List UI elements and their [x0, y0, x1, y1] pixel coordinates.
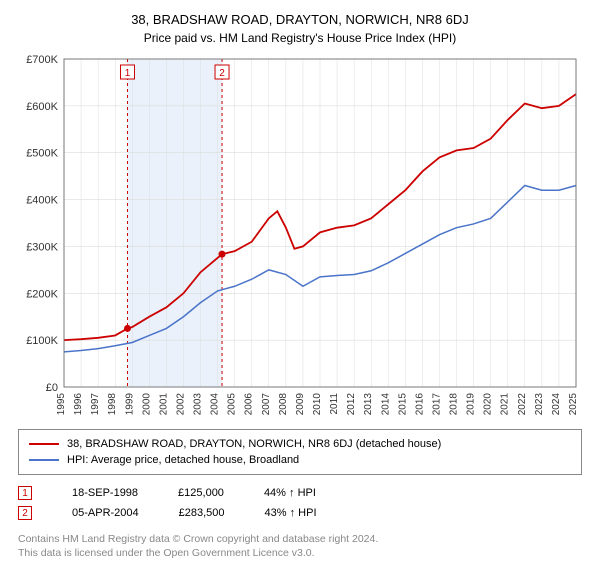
- svg-text:2009: 2009: [295, 393, 306, 416]
- svg-text:2005: 2005: [227, 393, 238, 416]
- sale-row: 2 05-APR-2004 £283,500 43% ↑ HPI: [18, 503, 582, 523]
- sale-hpi: 44% ↑ HPI: [264, 487, 316, 499]
- svg-text:2007: 2007: [261, 393, 272, 416]
- chart-title: 38, BRADSHAW ROAD, DRAYTON, NORWICH, NR8…: [18, 12, 582, 27]
- sale-marker: 1: [18, 486, 32, 500]
- svg-text:2001: 2001: [158, 393, 169, 416]
- sale-hpi: 43% ↑ HPI: [265, 507, 317, 519]
- chart-subtitle: Price paid vs. HM Land Registry's House …: [18, 31, 582, 45]
- svg-text:2019: 2019: [466, 393, 477, 416]
- sale-date: 05-APR-2004: [72, 507, 139, 519]
- svg-text:1998: 1998: [107, 393, 118, 416]
- svg-text:2022: 2022: [517, 393, 528, 416]
- svg-text:2012: 2012: [346, 393, 357, 416]
- sale-marker: 2: [18, 506, 32, 520]
- svg-text:£200K: £200K: [26, 288, 58, 300]
- svg-text:2025: 2025: [568, 393, 579, 416]
- svg-text:2010: 2010: [312, 393, 323, 416]
- svg-text:2014: 2014: [380, 393, 391, 416]
- svg-text:£700K: £700K: [26, 54, 58, 66]
- svg-text:£0: £0: [46, 382, 58, 394]
- svg-text:2006: 2006: [244, 393, 255, 416]
- svg-text:2002: 2002: [175, 393, 186, 416]
- legend-row: 38, BRADSHAW ROAD, DRAYTON, NORWICH, NR8…: [29, 436, 571, 452]
- svg-text:2008: 2008: [278, 393, 289, 416]
- svg-text:1: 1: [125, 68, 131, 79]
- svg-text:2: 2: [219, 68, 225, 79]
- sale-date: 18-SEP-1998: [72, 487, 138, 499]
- sales-table: 1 18-SEP-1998 £125,000 44% ↑ HPI 2 05-AP…: [18, 483, 582, 523]
- svg-text:£100K: £100K: [26, 335, 58, 347]
- svg-text:2016: 2016: [414, 393, 425, 416]
- svg-text:£300K: £300K: [26, 241, 58, 253]
- svg-text:2000: 2000: [141, 393, 152, 416]
- svg-text:2018: 2018: [449, 393, 460, 416]
- svg-text:2013: 2013: [363, 393, 374, 416]
- svg-text:2011: 2011: [329, 393, 340, 415]
- legend-swatch: [29, 459, 59, 461]
- svg-text:2023: 2023: [534, 393, 545, 416]
- svg-text:£400K: £400K: [26, 195, 58, 207]
- legend-row: HPI: Average price, detached house, Broa…: [29, 452, 571, 468]
- svg-text:2021: 2021: [500, 393, 511, 416]
- legend-swatch: [29, 443, 59, 445]
- legend-label: 38, BRADSHAW ROAD, DRAYTON, NORWICH, NR8…: [67, 438, 441, 450]
- svg-text:1996: 1996: [73, 393, 84, 416]
- sale-price: £283,500: [179, 507, 225, 519]
- svg-text:2024: 2024: [551, 393, 562, 416]
- sale-row: 1 18-SEP-1998 £125,000 44% ↑ HPI: [18, 483, 582, 503]
- svg-text:2015: 2015: [397, 393, 408, 416]
- chart-area: £0 £100K £200K £300K £400K £500K £600K £700K 199…: [18, 53, 582, 423]
- svg-text:2003: 2003: [193, 393, 204, 416]
- svg-text:1999: 1999: [124, 393, 135, 416]
- svg-text:£500K: £500K: [26, 148, 58, 160]
- legend: 38, BRADSHAW ROAD, DRAYTON, NORWICH, NR8…: [18, 429, 582, 475]
- svg-text:2020: 2020: [483, 393, 494, 416]
- svg-text:2017: 2017: [431, 393, 442, 416]
- legend-label: HPI: Average price, detached house, Broa…: [67, 454, 299, 466]
- footer-text: Contains HM Land Registry data © Crown c…: [18, 533, 582, 560]
- svg-text:1995: 1995: [56, 393, 67, 416]
- sale-price: £125,000: [178, 487, 224, 499]
- svg-text:£600K: £600K: [26, 101, 58, 113]
- svg-text:1997: 1997: [90, 393, 101, 416]
- svg-text:2004: 2004: [210, 393, 221, 416]
